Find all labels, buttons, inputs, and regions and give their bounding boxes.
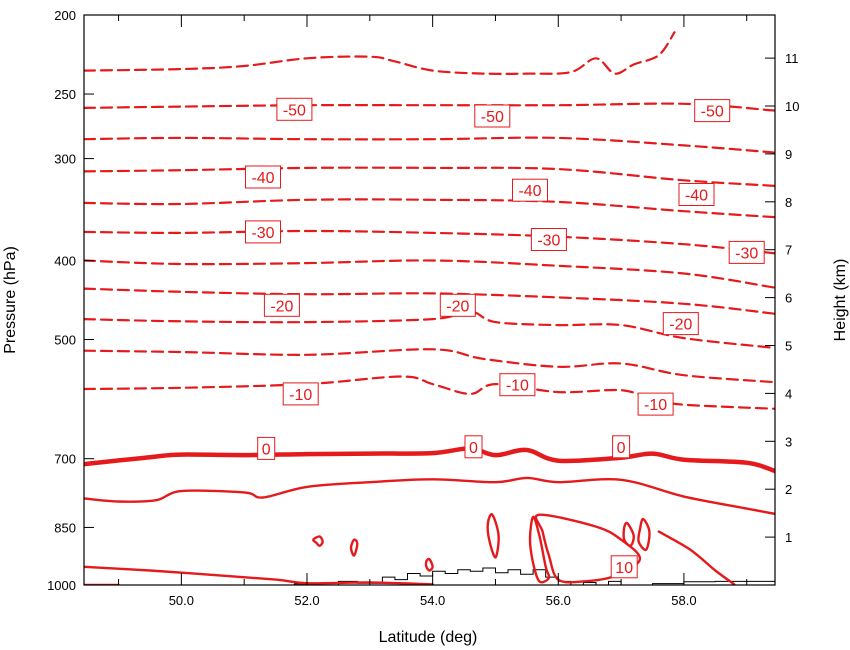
y-axis-title-right: Height (km) — [832, 259, 849, 342]
contour-line — [657, 530, 736, 585]
contour-label: -50 — [283, 102, 306, 119]
x-axis-title: Latitude (deg) — [379, 629, 478, 646]
contour-label-box — [612, 435, 631, 459]
contour-line — [84, 310, 775, 349]
contour-label-box — [530, 228, 567, 251]
contour-line — [84, 166, 775, 187]
contour-line — [84, 229, 775, 255]
contour-line — [312, 535, 324, 547]
contour-label-box — [439, 293, 476, 317]
contour-label-box — [282, 382, 319, 406]
contour-label: -30 — [251, 225, 274, 242]
contour-label: -20 — [669, 317, 692, 334]
pressure-tick-label: 1000 — [47, 578, 76, 593]
terrain-line — [256, 567, 775, 585]
contour-label-box — [474, 104, 511, 128]
height-tick-label: 5 — [785, 339, 792, 354]
contour-line — [637, 517, 651, 552]
contour-label: 0 — [262, 441, 271, 458]
x-tick-label: 56.0 — [546, 593, 571, 608]
contour-label-layer: -50 -50 -50 -40 -40 -40 -30 -30 -30 -20 -20 -20 -10 -… — [245, 97, 765, 579]
contour-label: -30 — [537, 233, 560, 250]
contour-label: 10 — [615, 560, 633, 577]
contour-label-box — [678, 183, 715, 206]
height-tick-label: 3 — [785, 434, 792, 449]
pressure-tick-label: 850 — [54, 520, 76, 535]
contour-line — [84, 287, 775, 315]
height-tick-label: 9 — [785, 147, 792, 162]
contour-label-box — [610, 555, 638, 579]
contour-label: -40 — [251, 170, 274, 187]
contour-line — [84, 198, 775, 219]
contour-line — [534, 513, 642, 584]
contour-label-box — [276, 97, 313, 121]
contour-label-box — [464, 435, 483, 459]
contour-label-box — [263, 293, 300, 317]
contour-label: -10 — [289, 387, 312, 404]
pressure-tick-label: 400 — [54, 253, 76, 268]
contour-label: -50 — [481, 109, 504, 126]
contour-label: -40 — [685, 188, 708, 205]
contour-line — [424, 557, 434, 572]
pressure-tick-label: 300 — [54, 152, 76, 167]
contour-line — [622, 521, 635, 547]
contour-line — [84, 136, 775, 154]
contour-label: -20 — [270, 298, 293, 315]
contour-label: -30 — [735, 245, 758, 262]
axes-layer: 50.0 52.0 54.0 56.0 58.020025030040050070085… — [47, 8, 799, 608]
terrain-layer — [256, 567, 775, 585]
height-tick-label: 2 — [785, 482, 792, 497]
contour-label-box — [512, 178, 548, 202]
contour-label-box — [694, 99, 731, 123]
contour-label-box — [637, 392, 674, 416]
pressure-tick-label: 250 — [54, 87, 76, 102]
pressure-tick-label: 700 — [54, 452, 76, 467]
pressure-tick-label: 500 — [54, 333, 76, 348]
contour-line — [349, 538, 359, 557]
plot-background — [84, 15, 775, 585]
contour-label-box — [257, 436, 276, 460]
contour-label: -50 — [701, 104, 724, 121]
height-tick-label: 6 — [785, 291, 792, 306]
x-tick-label: 54.0 — [420, 593, 445, 608]
y-axis-title-left: Pressure (hPa) — [2, 246, 19, 354]
contour-line — [486, 513, 500, 559]
contour-label: 0 — [469, 440, 478, 457]
contour-line — [84, 102, 775, 112]
contour-label: -40 — [518, 183, 541, 200]
contour-label-box — [662, 312, 699, 336]
contour-label-box — [245, 165, 281, 189]
contour-label-box — [728, 240, 765, 264]
height-tick-label: 11 — [785, 51, 799, 66]
height-tick-label: 8 — [785, 195, 792, 210]
x-tick-label: 52.0 — [294, 593, 319, 608]
contour-label: -10 — [644, 397, 667, 414]
x-tick-label: 58.0 — [671, 593, 696, 608]
x-tick-label: 50.0 — [169, 593, 194, 608]
contour-label-box — [245, 220, 281, 244]
contour-label-box — [499, 373, 536, 397]
contour-label: -10 — [506, 378, 529, 395]
contour-line — [84, 259, 775, 289]
contour-line — [84, 348, 775, 384]
height-tick-label: 10 — [785, 99, 799, 114]
height-tick-label: 7 — [785, 243, 792, 258]
contour-line — [84, 31, 676, 75]
pressure-tick-label: 200 — [54, 8, 76, 23]
contour-label: 0 — [617, 440, 626, 457]
height-tick-label: 4 — [785, 386, 792, 401]
contour-line — [84, 476, 775, 516]
contour-line — [528, 515, 551, 584]
plot-frame — [83, 14, 776, 586]
height-tick-label: 1 — [785, 530, 792, 545]
contour-label: -20 — [446, 298, 469, 315]
